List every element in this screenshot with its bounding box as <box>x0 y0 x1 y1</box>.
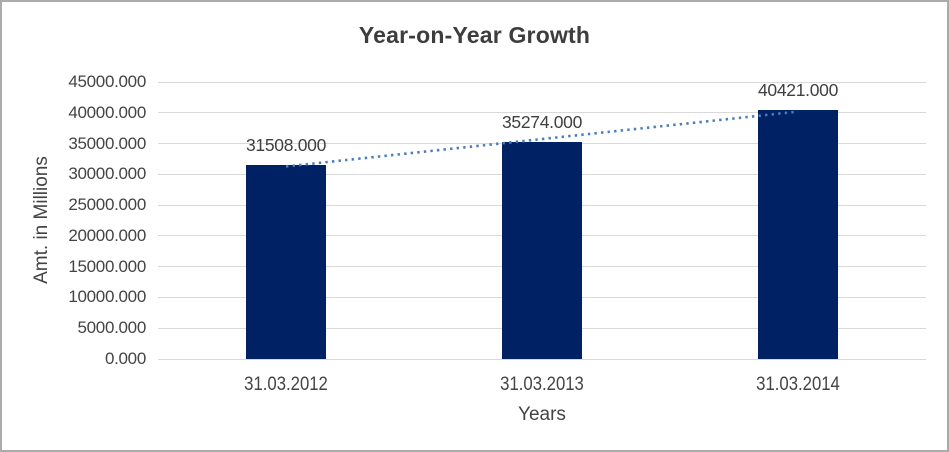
y-tick-label: 40000.000 <box>68 102 146 122</box>
y-tick-label: 15000.000 <box>68 256 146 276</box>
bar <box>758 110 838 359</box>
x-category-label: 31.03.2013 <box>500 374 584 395</box>
x-category-label: 31.03.2014 <box>756 374 840 395</box>
bar-value-label: 40421.000 <box>757 80 839 101</box>
y-tick-label: 35000.000 <box>68 133 146 153</box>
y-tick-label: 45000.000 <box>68 72 146 91</box>
gridline <box>158 81 926 83</box>
chart-title: Year-on-Year Growth <box>358 22 591 48</box>
y-tick-label: 25000.000 <box>68 195 146 215</box>
bar-value-label: 35274.000 <box>501 111 583 132</box>
bar <box>502 141 582 359</box>
bar <box>246 165 326 359</box>
y-tick-label: 30000.000 <box>68 164 146 184</box>
y-tick-label: 10000.000 <box>68 287 146 307</box>
gridline <box>158 358 926 360</box>
x-category-label: 31.03.2012 <box>244 374 328 395</box>
bar-value-label: 31508.000 <box>245 135 327 156</box>
y-tick-label: 5000.000 <box>77 318 146 338</box>
y-tick-label: 20000.000 <box>68 225 146 245</box>
x-axis-title: Years <box>518 404 566 425</box>
y-tick-label: 0.000 <box>104 349 146 368</box>
